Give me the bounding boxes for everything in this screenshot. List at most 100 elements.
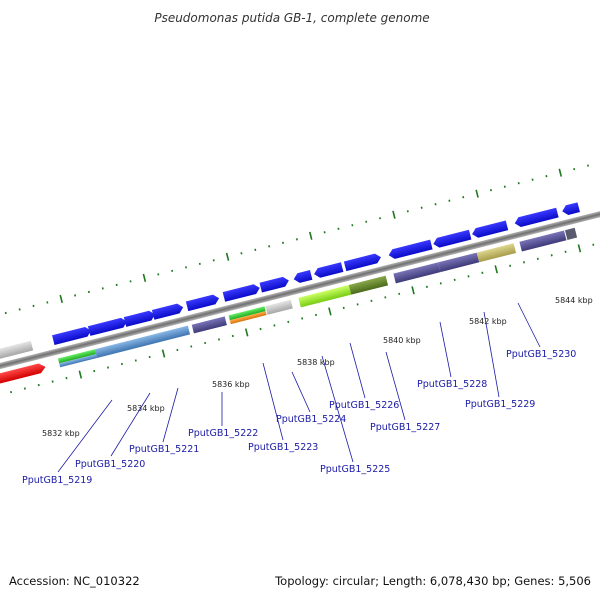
inner-ruler-minor-tick [467, 275, 469, 277]
feature-slate-5230b [565, 228, 577, 240]
outer-ruler-minor-tick [171, 270, 173, 272]
outer-ruler-minor-tick [282, 242, 284, 244]
outer-ruler-minor-tick [462, 196, 464, 198]
outer-ruler-minor-tick [268, 245, 270, 247]
outer-ruler-minor-tick [157, 273, 159, 275]
inner-ruler-minor-tick [592, 244, 594, 246]
outer-ruler-minor-tick [351, 224, 353, 226]
inner-ruler-minor-tick [65, 377, 67, 379]
gene-label-5226[interactable]: PputGB1_5226 [329, 400, 399, 411]
gene-label-5230[interactable]: PputGB1_5230 [506, 349, 576, 360]
outer-ruler-minor-tick [240, 252, 242, 254]
gene-label-5220[interactable]: PputGB1_5220 [75, 459, 145, 470]
inner-ruler-minor-tick [398, 293, 400, 295]
kbp-label-5832: 5832 kbp [42, 429, 80, 438]
gene-label-5223[interactable]: PputGB1_5223 [248, 442, 318, 453]
inner-ruler-minor-tick [509, 265, 511, 267]
inner-ruler-minor-tick [107, 366, 109, 368]
inner-ruler-minor-tick [454, 279, 456, 281]
outer-ruler-minor-tick [435, 203, 437, 205]
gene-label-5224[interactable]: PputGB1_5224 [276, 414, 346, 425]
gene-arrow-5225[interactable] [292, 270, 312, 284]
outer-ruler-major-tick [309, 232, 313, 240]
feature-grey-5224 [265, 300, 292, 315]
inner-ruler-minor-tick [93, 370, 95, 372]
kbp-label-5836: 5836 kbp [212, 380, 250, 389]
inner-ruler-minor-tick [523, 261, 525, 263]
kbp-label-5838: 5838 kbp [297, 358, 335, 367]
gene-arrow-5230b[interactable] [561, 202, 580, 216]
inner-ruler-minor-tick [24, 387, 26, 389]
inner-ruler-minor-tick [204, 342, 206, 344]
outer-ruler-minor-tick [116, 284, 118, 286]
gene-arrow-5224[interactable] [260, 276, 291, 293]
kbp-label-5842: 5842 kbp [469, 317, 507, 326]
outer-ruler-minor-tick [32, 305, 34, 307]
gene-label-5221[interactable]: PputGB1_5221 [129, 444, 199, 455]
gene-label-5227[interactable]: PputGB1_5227 [370, 422, 440, 433]
outer-ruler-minor-tick [421, 207, 423, 209]
outer-ruler-minor-tick [296, 238, 298, 240]
outer-ruler-minor-tick [46, 301, 48, 303]
inner-ruler-minor-tick [218, 338, 220, 340]
inner-ruler-minor-tick [481, 272, 483, 274]
kbp-label-5844: 5844 kbp [555, 296, 593, 305]
inner-ruler-minor-tick [370, 300, 372, 302]
outer-ruler-minor-tick [379, 217, 381, 219]
inner-ruler-minor-tick [287, 321, 289, 323]
inner-ruler-major-tick [578, 244, 582, 252]
inner-ruler-minor-tick [315, 314, 317, 316]
outer-ruler-minor-tick [518, 182, 520, 184]
outer-ruler-minor-tick [199, 263, 201, 265]
outer-ruler-minor-tick [5, 312, 7, 314]
gene-arrow-5221a[interactable] [124, 310, 157, 327]
outer-ruler-minor-tick [102, 287, 104, 289]
gene-label-5225[interactable]: PputGB1_5225 [320, 464, 390, 475]
inner-ruler-minor-tick [384, 296, 386, 298]
genome-backbone [0, 201, 600, 374]
inner-ruler-minor-tick [537, 258, 539, 260]
inner-ruler-minor-tick [301, 317, 303, 319]
inner-ruler-major-tick [494, 265, 498, 273]
outer-ruler-minor-tick [74, 294, 76, 296]
inner-ruler-minor-tick [52, 380, 54, 382]
outer-ruler-major-tick [59, 295, 63, 303]
inner-ruler-minor-tick [176, 349, 178, 351]
outer-ruler-minor-tick [532, 178, 534, 180]
inner-ruler-major-tick [411, 286, 415, 294]
inner-ruler-minor-tick [232, 335, 234, 337]
outer-ruler-minor-tick [490, 189, 492, 191]
inner-ruler-minor-tick [10, 391, 12, 393]
gene-label-5219[interactable]: PputGB1_5219 [22, 475, 92, 486]
outer-ruler-major-tick [226, 253, 230, 261]
inner-tick-ruler [0, 230, 600, 400]
inner-ruler-minor-tick [38, 384, 40, 386]
inner-ruler-minor-tick [135, 359, 137, 361]
outer-ruler-minor-tick [365, 221, 367, 223]
gene-label-5229[interactable]: PputGB1_5229 [465, 399, 535, 410]
inner-ruler-major-tick [245, 328, 249, 336]
outer-ruler-minor-tick [130, 280, 132, 282]
gene-arrow-5226[interactable] [313, 262, 344, 279]
outer-ruler-minor-tick [19, 308, 21, 310]
outer-ruler-minor-tick [185, 266, 187, 268]
inner-ruler-minor-tick [565, 251, 567, 253]
outer-ruler-minor-tick [448, 200, 450, 202]
outer-ruler-minor-tick [337, 228, 339, 230]
outer-ruler-minor-tick [573, 168, 575, 170]
gene-label-5222[interactable]: PputGB1_5222 [188, 428, 258, 439]
outer-ruler-minor-tick [407, 210, 409, 212]
kbp-label-5840: 5840 kbp [383, 336, 421, 345]
outer-ruler-major-tick [143, 274, 147, 282]
outer-ruler-minor-tick [254, 249, 256, 251]
gene-label-5228[interactable]: PputGB1_5228 [417, 379, 487, 390]
inner-ruler-minor-tick [260, 328, 262, 330]
outer-ruler-minor-tick [324, 231, 326, 233]
inner-ruler-minor-tick [273, 324, 275, 326]
gene-arrow-5222[interactable] [186, 293, 220, 311]
gene-arrow-5221b[interactable] [152, 302, 185, 319]
map-title: Pseudomonas putida GB-1, complete genome [154, 11, 429, 25]
outer-ruler-minor-tick [545, 175, 547, 177]
inner-ruler-major-tick [79, 370, 83, 378]
